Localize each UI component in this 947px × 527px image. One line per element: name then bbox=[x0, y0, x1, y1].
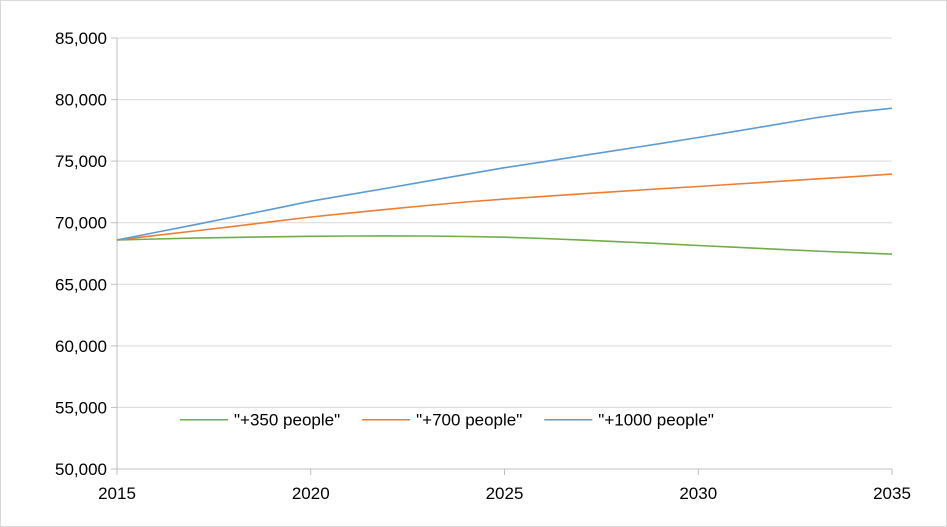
x-tick-label: 2035 bbox=[873, 484, 911, 503]
x-tick-label: 2020 bbox=[292, 484, 330, 503]
x-tick-label: 2025 bbox=[486, 484, 524, 503]
y-tick-label: 85,000 bbox=[55, 29, 107, 48]
legend: "+350 people" "+700 people" "+1000 people" bbox=[180, 411, 714, 430]
legend-label-1: "+350 people" bbox=[234, 411, 340, 430]
y-tick-label: 70,000 bbox=[55, 214, 107, 233]
y-tick-label: 65,000 bbox=[55, 275, 107, 294]
y-tick-label: 60,000 bbox=[55, 337, 107, 356]
legend-label-3: "+1000 people" bbox=[598, 411, 714, 430]
y-tick-label: 50,000 bbox=[55, 460, 107, 479]
gridlines bbox=[117, 37, 892, 408]
y-tick-label: 55,000 bbox=[55, 398, 107, 417]
series-line-1 bbox=[116, 235, 893, 255]
x-axis-tick-labels: 2015 2020 2025 2030 2035 bbox=[98, 484, 911, 503]
series-line-3 bbox=[116, 107, 893, 241]
x-tick-label: 2015 bbox=[98, 484, 136, 503]
series-lines bbox=[116, 107, 893, 255]
axes bbox=[111, 37, 893, 475]
y-tick-label: 80,000 bbox=[55, 91, 107, 110]
x-tick-label: 2030 bbox=[679, 484, 717, 503]
series-line-2 bbox=[116, 173, 893, 241]
y-tick-label: 75,000 bbox=[55, 152, 107, 171]
legend-label-2: "+700 people" bbox=[416, 411, 522, 430]
y-axis-tick-labels: 50,000 55,000 60,000 65,000 70,000 75,000 80,0… bbox=[55, 29, 107, 479]
